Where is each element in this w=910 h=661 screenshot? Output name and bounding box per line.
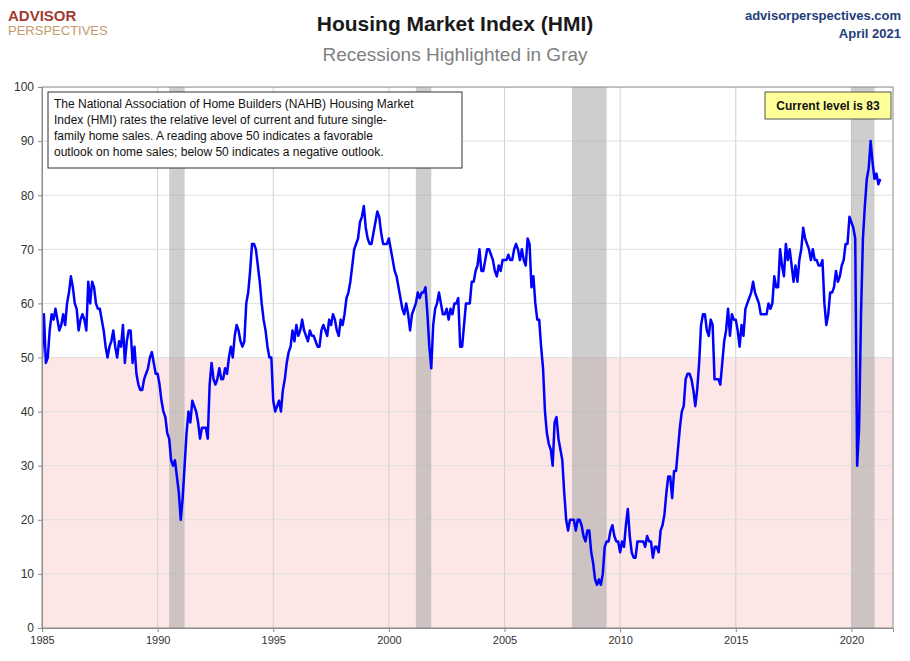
y-tick: 60 xyxy=(21,297,42,311)
x-tick-label: 2015 xyxy=(724,634,748,646)
x-tick-mark xyxy=(851,628,852,632)
x-tick-label: 2005 xyxy=(493,634,517,646)
x-tick: 2020 xyxy=(840,628,864,646)
source: advisorperspectives.com xyxy=(745,8,901,23)
recession-band xyxy=(851,87,874,628)
y-axis-line xyxy=(38,88,43,629)
title: Housing Market Index (HMI) xyxy=(317,12,594,35)
x-tick: 1990 xyxy=(146,628,170,646)
logo-text: ADVISOR xyxy=(8,7,77,24)
y-tick-mark xyxy=(38,412,42,413)
x-tick-label: 1990 xyxy=(146,634,170,646)
y-tick: 90 xyxy=(21,134,42,148)
y-tick: 10 xyxy=(21,567,42,581)
y-tick-label: 90 xyxy=(21,134,35,148)
x-tick-label: 1985 xyxy=(30,634,54,646)
x-tick: 1985 xyxy=(30,628,54,646)
chart-container: 0102030405060708090100198519901995200020… xyxy=(0,0,910,661)
background xyxy=(0,0,910,661)
callout: Current level is 83 xyxy=(765,92,891,119)
x-tick-mark xyxy=(505,628,506,632)
y-tick-label: 70 xyxy=(21,243,35,257)
callout-frame xyxy=(765,92,891,119)
x-tick-label: 2010 xyxy=(608,634,632,646)
x-tick: 2000 xyxy=(377,628,401,646)
x-tick-mark xyxy=(389,628,390,632)
y-tick: 20 xyxy=(21,513,42,527)
y-tick-label: 60 xyxy=(21,297,35,311)
y-tick-mark xyxy=(38,195,42,196)
note-frame xyxy=(48,92,462,168)
y-tick: 40 xyxy=(21,405,42,419)
y-axis: 0102030405060708090100 xyxy=(14,80,43,635)
y-tick-label: 50 xyxy=(21,351,35,365)
x-tick-label: 2000 xyxy=(377,634,401,646)
note-line: The National Association of Home Builder… xyxy=(54,97,414,111)
note-line: Index (HMI) rates the relative level of … xyxy=(54,113,387,127)
hmi-line xyxy=(42,141,880,585)
note-line: outlook on home sales; below 50 indicate… xyxy=(54,145,384,159)
x-tick-label: 1995 xyxy=(262,634,286,646)
y-tick-mark xyxy=(38,249,42,250)
note-line: family home sales. A reading above 50 in… xyxy=(54,129,373,143)
y-tick-label: 30 xyxy=(21,459,35,473)
callout-text: Current level is 83 xyxy=(776,99,880,113)
plot-area xyxy=(42,87,893,628)
x-tick-mark xyxy=(736,628,737,632)
x-tick: 2010 xyxy=(608,628,632,646)
y-tick-label: 40 xyxy=(21,405,35,419)
chart-svg: 0102030405060708090100198519901995200020… xyxy=(0,0,910,661)
x-tick-mark xyxy=(620,628,621,632)
y-tick: 70 xyxy=(21,243,42,257)
y-tick: 50 xyxy=(21,351,42,365)
y-tick: 100 xyxy=(14,80,42,94)
grid xyxy=(42,87,893,628)
y-tick-label: 80 xyxy=(21,189,35,203)
x-axis-line xyxy=(43,629,894,633)
x-tick-label: 2020 xyxy=(840,634,864,646)
y-tick-mark xyxy=(38,87,42,88)
note-box: The National Association of Home Builder… xyxy=(48,92,462,168)
plot-frame xyxy=(42,87,893,628)
y-tick: 30 xyxy=(21,459,42,473)
date: April 2021 xyxy=(839,26,901,41)
x-axis: 1985 1990 1995 2000 2005 2010 2015 2020 xyxy=(30,628,893,646)
y-tick-mark xyxy=(38,628,42,629)
y-tick-mark xyxy=(38,520,42,521)
x-tick-mark xyxy=(273,628,274,632)
y-tick-label: 100 xyxy=(14,80,34,94)
y-tick-mark xyxy=(38,141,42,142)
y-tick-mark xyxy=(38,303,42,304)
y-tick-mark xyxy=(38,574,42,575)
y-tick-mark xyxy=(38,358,42,359)
x-tick: 2015 xyxy=(724,628,748,646)
y-tick-mark xyxy=(38,466,42,467)
recession-band xyxy=(572,87,607,628)
y-tick-label: 20 xyxy=(21,513,35,527)
x-tick-mark xyxy=(42,628,43,632)
subtitle: Recessions Highlighted in Gray xyxy=(322,44,588,65)
x-tick-mark xyxy=(158,628,159,632)
x-tick: 2005 xyxy=(493,628,517,646)
logo-text: PERSPECTIVES xyxy=(8,23,108,38)
x-tick: 1995 xyxy=(262,628,286,646)
y-tick-label: 10 xyxy=(21,567,35,581)
y-tick: 80 xyxy=(21,189,42,203)
